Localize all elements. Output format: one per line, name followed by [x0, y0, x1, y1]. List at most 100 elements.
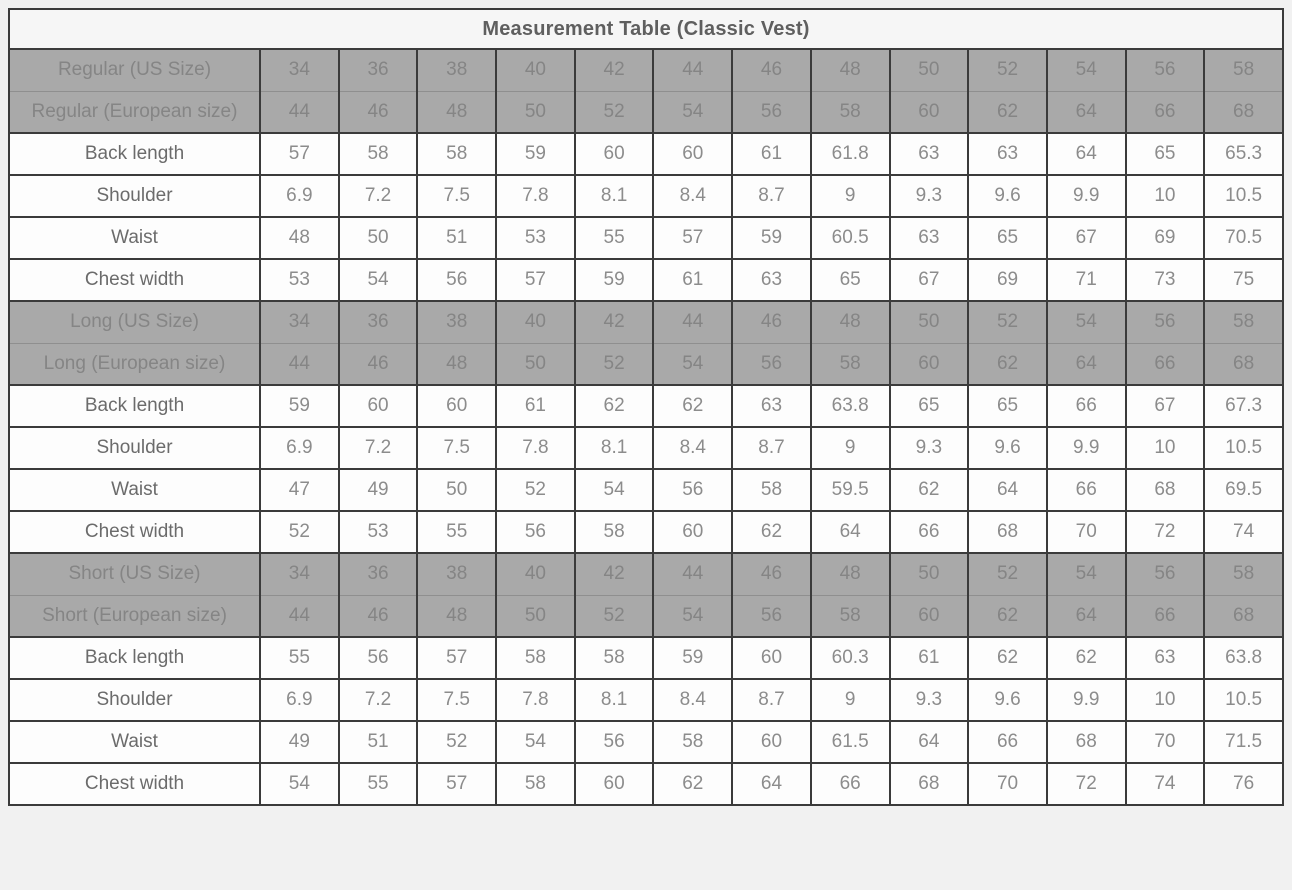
cell-value: 68 [967, 510, 1048, 554]
cell-value: 68 [1203, 90, 1284, 134]
row-waist: Waist 47 49 50 52 54 56 58 59.5 62 64 66 68 69.5 [8, 468, 1284, 512]
cell-value: 48 [809, 300, 891, 344]
cell-value: 60 [888, 342, 970, 386]
cell-value: 64 [1045, 132, 1127, 176]
cell-value: 9.9 [1045, 426, 1127, 470]
cell-value: 9.3 [888, 678, 970, 722]
row-label: Regular (US Size) [8, 48, 261, 92]
cell-value: 60.5 [809, 216, 891, 260]
cell-value: 7.8 [495, 174, 576, 218]
cell-value: 56 [495, 510, 576, 554]
cell-value: 54 [652, 342, 734, 386]
cell-value: 36 [337, 48, 419, 92]
cell-value: 58 [573, 510, 655, 554]
cell-value: 54 [259, 762, 340, 806]
table-title: Measurement Table (Classic Vest) [8, 8, 1284, 50]
row-label: Long (US Size) [8, 300, 261, 344]
cell-value: 50 [495, 594, 576, 638]
cell-value: 63.8 [809, 384, 891, 428]
cell-value: 7.2 [337, 174, 419, 218]
cell-value: 54 [652, 594, 734, 638]
cell-value: 38 [416, 48, 498, 92]
page: Measurement Table (Classic Vest) Regular… [8, 8, 1284, 806]
cell-value: 50 [337, 216, 419, 260]
row-back-length: Back length 55 56 57 58 58 59 60 60.3 61 62 62 63 63.… [8, 636, 1284, 680]
cell-value: 44 [259, 342, 340, 386]
cell-value: 49 [259, 720, 340, 764]
cell-value: 60.3 [809, 636, 891, 680]
cell-value: 8.7 [731, 678, 812, 722]
cell-value: 9.3 [888, 426, 970, 470]
cell-value: 65 [967, 216, 1048, 260]
cell-value: 48 [416, 342, 498, 386]
cell-value: 7.5 [416, 678, 498, 722]
cell-value: 52 [259, 510, 340, 554]
cell-value: 7.2 [337, 426, 419, 470]
cell-value: 36 [337, 300, 419, 344]
row-short-european-size: Short (European size) 44 46 48 50 52 54 56 58 60 6… [8, 594, 1284, 638]
row-label: Chest width [8, 762, 261, 806]
cell-value: 60 [416, 384, 498, 428]
cell-value: 65 [888, 384, 970, 428]
row-back-length: Back length 59 60 60 61 62 62 63 63.8 65 65 66 67 67.… [8, 384, 1284, 428]
cell-value: 52 [573, 90, 655, 134]
cell-value: 60 [652, 132, 734, 176]
cell-value: 9.6 [967, 426, 1048, 470]
cell-value: 46 [731, 552, 812, 596]
cell-value: 61 [888, 636, 970, 680]
cell-value: 10.5 [1203, 174, 1284, 218]
cell-value: 36 [337, 552, 419, 596]
cell-value: 7.8 [495, 678, 576, 722]
cell-value: 44 [652, 48, 734, 92]
cell-value: 7.2 [337, 678, 419, 722]
cell-value: 65.3 [1203, 132, 1284, 176]
cell-value: 10.5 [1203, 426, 1284, 470]
cell-value: 52 [967, 48, 1048, 92]
cell-value: 56 [731, 594, 812, 638]
cell-value: 64 [731, 762, 812, 806]
cell-value: 65 [1124, 132, 1206, 176]
row-shoulder: Shoulder 6.9 7.2 7.5 7.8 8.1 8.4 8.7 9 9.3 9.6 9.9 1… [8, 174, 1284, 218]
cell-value: 50 [495, 342, 576, 386]
cell-value: 64 [888, 720, 970, 764]
cell-value: 59 [573, 258, 655, 302]
cell-value: 59 [652, 636, 734, 680]
cell-value: 54 [1045, 300, 1127, 344]
cell-value: 62 [731, 510, 812, 554]
cell-value: 64 [1045, 594, 1127, 638]
cell-value: 58 [573, 636, 655, 680]
cell-value: 68 [1045, 720, 1127, 764]
cell-value: 56 [416, 258, 498, 302]
cell-value: 8.7 [731, 174, 812, 218]
cell-value: 46 [731, 300, 812, 344]
cell-value: 62 [967, 594, 1048, 638]
cell-value: 67 [1124, 384, 1206, 428]
cell-value: 60 [731, 720, 812, 764]
row-short-us-size: Short (US Size) 34 36 38 40 42 44 46 48 50 52 54 56 5… [8, 552, 1284, 596]
cell-value: 56 [652, 468, 734, 512]
cell-value: 66 [1124, 342, 1206, 386]
cell-value: 8.4 [652, 174, 734, 218]
cell-value: 55 [259, 636, 340, 680]
row-label: Shoulder [8, 678, 261, 722]
cell-value: 50 [888, 552, 970, 596]
cell-value: 59 [731, 216, 812, 260]
cell-value: 74 [1124, 762, 1206, 806]
cell-value: 52 [416, 720, 498, 764]
row-label: Regular (European size) [8, 90, 261, 134]
cell-value: 48 [809, 552, 891, 596]
cell-value: 61 [495, 384, 576, 428]
cell-value: 53 [259, 258, 340, 302]
cell-value: 7.5 [416, 426, 498, 470]
cell-value: 50 [495, 90, 576, 134]
cell-value: 9.6 [967, 174, 1048, 218]
cell-value: 38 [416, 552, 498, 596]
cell-value: 9.3 [888, 174, 970, 218]
cell-value: 74 [1203, 510, 1284, 554]
row-label: Shoulder [8, 174, 261, 218]
cell-value: 69 [967, 258, 1048, 302]
cell-value: 63 [967, 132, 1048, 176]
cell-value: 76 [1203, 762, 1284, 806]
cell-value: 55 [573, 216, 655, 260]
cell-value: 52 [573, 594, 655, 638]
